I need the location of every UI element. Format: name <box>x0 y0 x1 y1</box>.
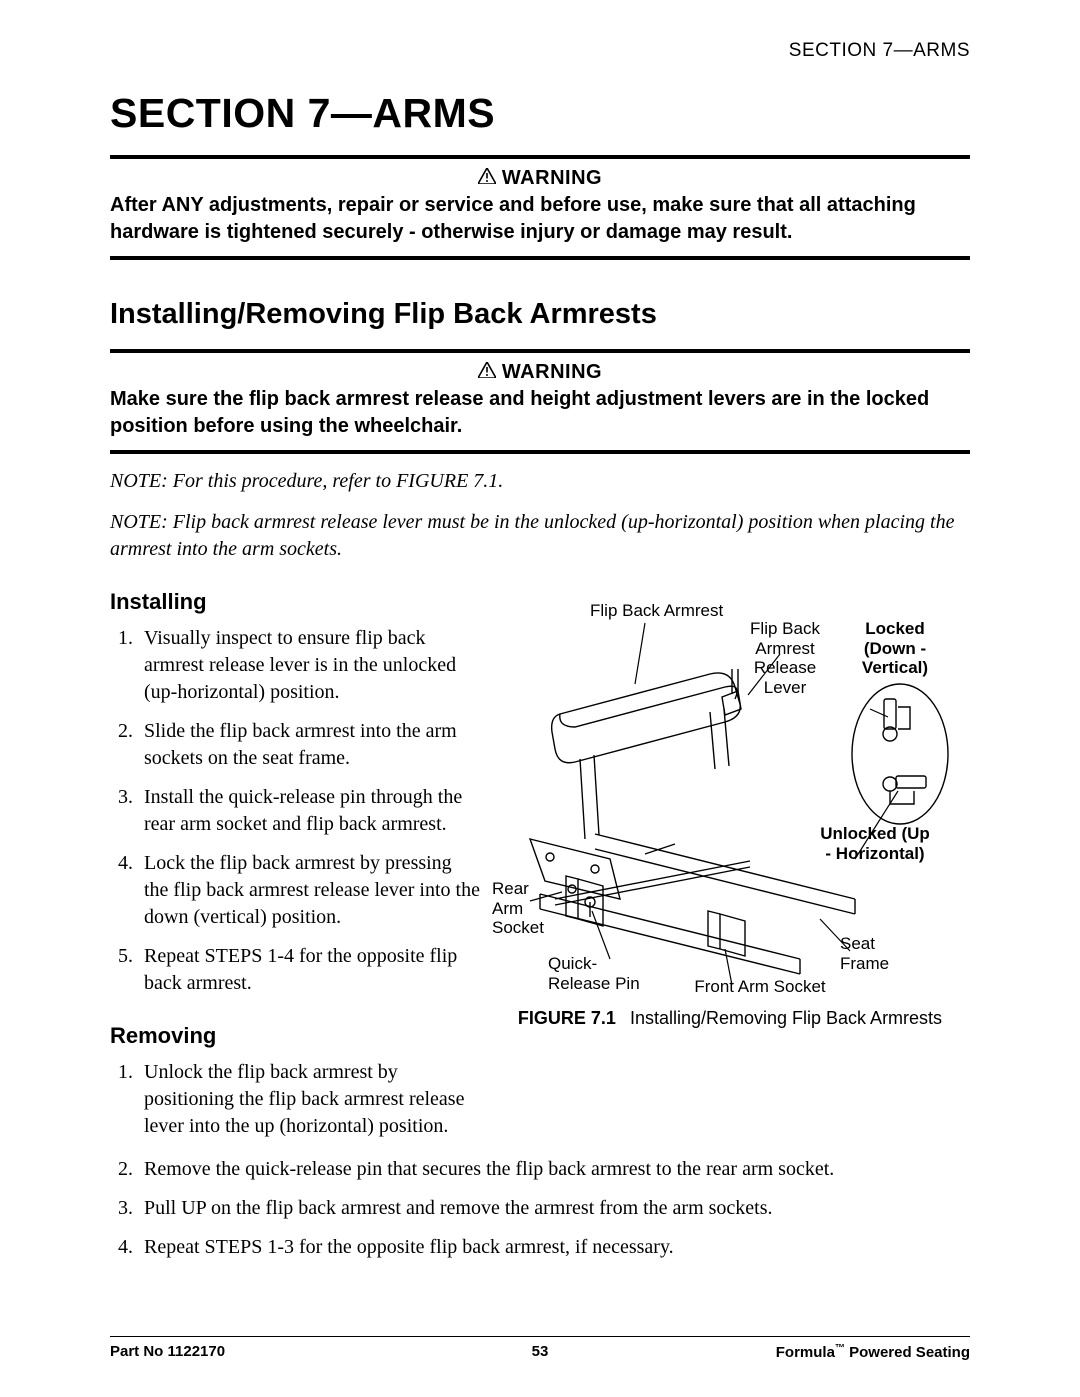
warning-icon <box>478 167 496 190</box>
rule <box>110 256 970 260</box>
label-release-lever: Flip Back Armrest Release Lever <box>740 619 830 697</box>
figure-caption: FIGURE 7.1 Installing/Removing Flip Back … <box>500 1007 960 1030</box>
removing-list-a: Unlock the flip back armrest by position… <box>110 1059 480 1140</box>
running-header: SECTION 7—ARMS <box>110 40 970 62</box>
installing-list: Visually inspect to ensure flip back arm… <box>110 625 480 997</box>
warning-label: WARNING <box>502 361 602 384</box>
list-item: Remove the quick-release pin that secure… <box>138 1156 970 1183</box>
figure-diagram: Flip Back Armrest Flip Back Armrest Rele… <box>500 599 960 999</box>
rule <box>110 349 970 353</box>
removing-heading: Removing <box>110 1023 480 1049</box>
warning-text-2: Make sure the flip back armrest release … <box>110 386 970 440</box>
list-item: Slide the flip back armrest into the arm… <box>138 718 480 772</box>
list-item: Repeat STEPS 1-3 for the opposite flip b… <box>138 1234 970 1261</box>
figure-7-1: Flip Back Armrest Flip Back Armrest Rele… <box>500 599 960 1030</box>
footer-page-number: 53 <box>110 1343 970 1360</box>
rule <box>110 450 970 454</box>
label-front-arm-socket: Front Arm Socket <box>680 977 840 997</box>
note-2: NOTE: Flip back armrest release lever mu… <box>110 509 970 563</box>
warning-block-2: WARNING <box>110 361 970 384</box>
label-rear-arm-socket: Rear Arm Socket <box>492 879 552 938</box>
removing-list-b: Remove the quick-release pin that secure… <box>110 1156 970 1261</box>
list-item: Pull UP on the flip back armrest and rem… <box>138 1195 970 1222</box>
warning-block-1: WARNING <box>110 167 970 190</box>
list-item: Install the quick-release pin through th… <box>138 784 480 838</box>
list-item: Visually inspect to ensure flip back arm… <box>138 625 480 706</box>
rule <box>110 155 970 159</box>
label-seat-frame: Seat Frame <box>840 934 910 973</box>
subsection-title: Installing/Removing Flip Back Armrests <box>110 298 970 331</box>
warning-text-1: After ANY adjustments, repair or service… <box>110 192 970 246</box>
note-1: NOTE: For this procedure, refer to FIGUR… <box>110 468 970 495</box>
label-flip-back-armrest: Flip Back Armrest <box>590 601 750 621</box>
figure-number: FIGURE 7.1 <box>518 1008 616 1028</box>
installing-heading: Installing <box>110 589 480 615</box>
list-item: Unlock the flip back armrest by position… <box>138 1059 480 1140</box>
list-item: Lock the flip back armrest by pressing t… <box>138 850 480 931</box>
list-item: Repeat STEPS 1-4 for the opposite flip b… <box>138 943 480 997</box>
section-title: SECTION 7—ARMS <box>110 90 970 137</box>
label-unlocked: Unlocked (Up - Horizontal) <box>820 824 930 863</box>
figure-caption-text: Installing/Removing Flip Back Armrests <box>630 1008 942 1028</box>
label-locked: Locked (Down - Vertical) <box>840 619 950 678</box>
warning-icon <box>478 361 496 384</box>
page-footer: Part No 1122170 53 Formula™ Powered Seat… <box>110 1336 970 1361</box>
warning-label: WARNING <box>502 167 602 190</box>
label-quick-release-pin: Quick-Release Pin <box>548 954 658 993</box>
